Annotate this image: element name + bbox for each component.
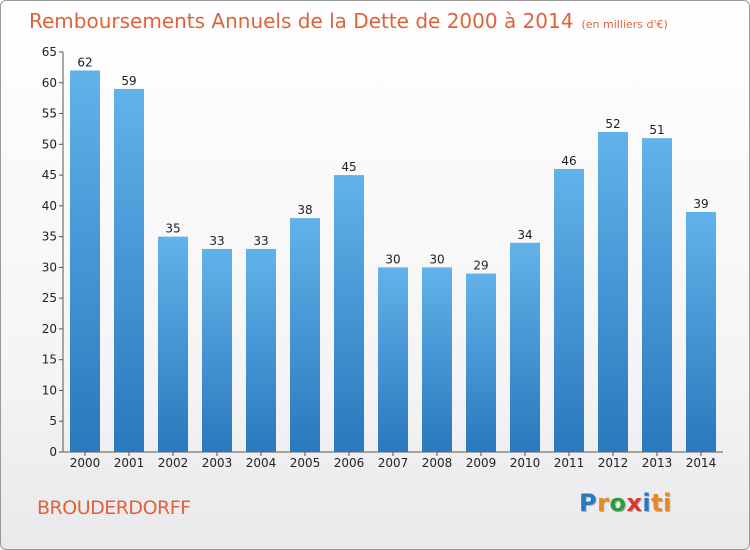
x-tick-label: 2003 — [202, 456, 233, 470]
logo-letter: ti — [651, 489, 672, 517]
data-label: 51 — [649, 123, 664, 137]
y-tick-label: 0 — [49, 445, 57, 459]
bar — [510, 242, 540, 452]
x-tick-label: 2013 — [642, 456, 673, 470]
y-tick-label: 15 — [42, 353, 57, 367]
bar — [598, 132, 628, 452]
x-tick-label: 2001 — [114, 456, 145, 470]
y-tick-label: 5 — [49, 414, 57, 428]
x-tick-label: 2007 — [378, 456, 409, 470]
y-tick-label: 20 — [42, 322, 57, 336]
data-label: 33 — [253, 234, 268, 248]
bar — [158, 236, 188, 452]
y-tick-label: 65 — [42, 45, 57, 59]
bar — [290, 218, 320, 452]
x-tick-label: 2004 — [246, 456, 277, 470]
y-tick-label: 25 — [42, 291, 57, 305]
data-label: 59 — [121, 74, 136, 88]
y-tick-label: 55 — [42, 107, 57, 121]
y-tick-label: 45 — [42, 168, 57, 182]
logo-letter: o — [609, 489, 627, 517]
bar — [686, 212, 716, 452]
x-tick-label: 2014 — [686, 456, 717, 470]
logo-letter: i — [642, 489, 652, 517]
bar — [554, 168, 584, 452]
bar-chart: 0 5 10 15 20 25 30 35 40 45 50 55 60 65 62 2000 59 2001 35… — [42, 45, 723, 470]
bar — [334, 175, 364, 453]
y-tick-label: 30 — [42, 260, 57, 274]
y-tick-label: 60 — [42, 76, 57, 90]
y-tick-label: 50 — [42, 137, 57, 151]
logo-letter: P — [579, 489, 598, 517]
data-label: 38 — [297, 203, 312, 217]
chart-title: Remboursements Annuels de la Dette de 20… — [29, 9, 668, 33]
data-label: 30 — [385, 252, 400, 266]
x-tick-label: 2006 — [334, 456, 365, 470]
bar — [202, 248, 232, 452]
y-tick-label: 10 — [42, 383, 57, 397]
x-tick-label: 2000 — [70, 456, 101, 470]
data-label: 52 — [605, 117, 620, 131]
x-tick-label: 2012 — [598, 456, 629, 470]
proxiti-logo: Proxiti — [579, 489, 672, 517]
data-label: 35 — [165, 222, 180, 236]
data-label: 45 — [341, 160, 356, 174]
x-tick-label: 2010 — [510, 456, 541, 470]
bar — [466, 273, 496, 452]
x-tick-label: 2002 — [158, 456, 189, 470]
x-tick-label: 2009 — [466, 456, 497, 470]
data-label: 34 — [517, 228, 532, 242]
bar — [114, 88, 144, 452]
y-tick-label: 40 — [42, 199, 57, 213]
y-tick-label: 35 — [42, 230, 57, 244]
logo-letter: x — [626, 489, 643, 517]
data-label: 33 — [209, 234, 224, 248]
data-label: 30 — [429, 252, 444, 266]
bar — [70, 70, 100, 452]
x-tick-label: 2008 — [422, 456, 453, 470]
data-label: 29 — [473, 259, 488, 273]
logo-letter: r — [597, 489, 610, 517]
data-label: 39 — [693, 197, 708, 211]
commune-name: BROUDERDORFF — [37, 497, 191, 519]
bar — [642, 138, 672, 452]
bar — [422, 267, 452, 452]
bar — [246, 248, 276, 452]
title-unit: (en milliers d'€) — [581, 18, 668, 31]
x-tick-label: 2005 — [290, 456, 321, 470]
bar — [378, 267, 408, 452]
data-label: 62 — [77, 55, 92, 69]
data-label: 46 — [561, 154, 576, 168]
title-text: Remboursements Annuels de la Dette de 20… — [29, 9, 574, 33]
x-tick-label: 2011 — [554, 456, 585, 470]
